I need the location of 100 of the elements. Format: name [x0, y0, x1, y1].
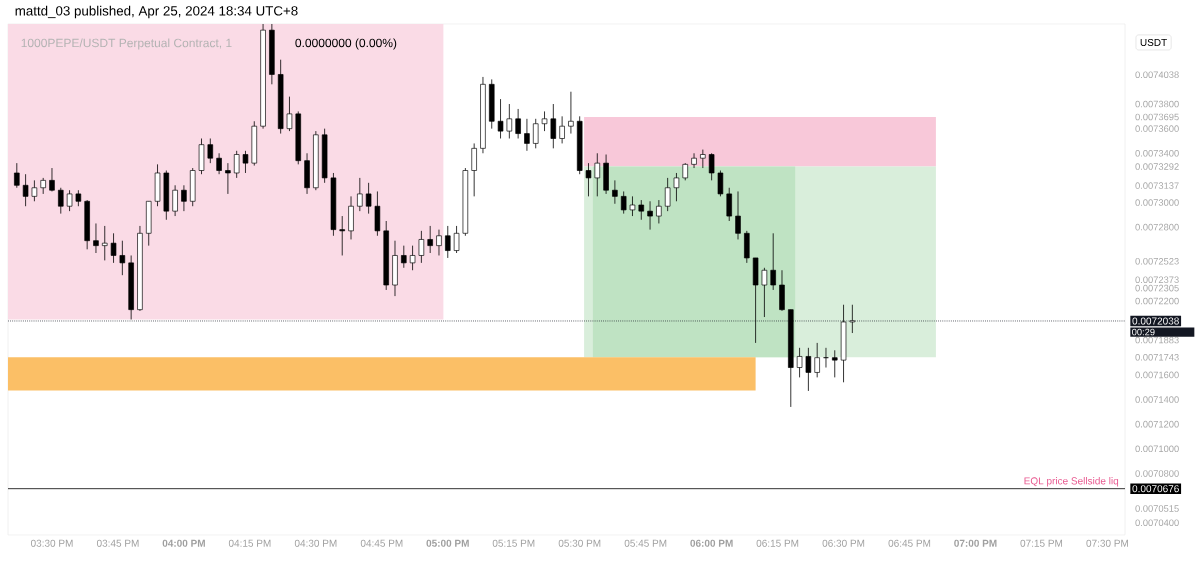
candlestick [506, 103, 513, 139]
x-tick-label: 05:30 PM [558, 539, 601, 547]
candlestick [31, 179, 38, 202]
candlestick [66, 189, 73, 212]
candlestick [110, 232, 117, 264]
y-tick-label: 0.0071400 [1135, 396, 1179, 403]
x-tick-label: 06:00 PM [690, 539, 733, 547]
x-tick-label: 04:00 PM [162, 539, 205, 547]
candlestick [656, 199, 662, 224]
y-tick-label: 0.0073000 [1135, 199, 1179, 206]
y-tick-label: 0.0071600 [1135, 371, 1179, 379]
x-tick-label: 03:30 PM [30, 539, 73, 547]
candlestick [761, 267, 768, 318]
y-tick-label: 0.0071000 [1135, 445, 1179, 453]
candlestick [691, 152, 697, 169]
candlestick [735, 191, 741, 240]
candlestick [172, 184, 178, 217]
y-tick-label: 0.0073400 [1135, 149, 1179, 157]
candlestick [515, 108, 521, 139]
y-tick-label: 0.0073600 [1135, 125, 1179, 132]
candlestick [216, 152, 222, 175]
candlestick [409, 245, 416, 271]
x-tick-label: 06:15 PM [756, 539, 799, 547]
candlestick [726, 187, 732, 222]
candlestick [568, 91, 574, 134]
candlestick [22, 173, 29, 207]
y-tick-label: 0.0072523 [1135, 257, 1179, 265]
x-tick-label: 04:15 PM [228, 539, 271, 547]
candlestick [471, 143, 477, 197]
candlestick [14, 162, 20, 189]
candlestick [594, 152, 601, 197]
candlestick [717, 170, 724, 197]
x-tick-label: 05:45 PM [624, 539, 667, 547]
candlestick [524, 118, 530, 152]
y-axis-title: USDT [1140, 38, 1167, 47]
y-tick-label: 0.0073137 [1135, 182, 1179, 189]
y-tick-label: 0.0070400 [1135, 519, 1179, 526]
x-tick-label: 07:30 PM [1086, 539, 1128, 547]
ref-line-label: 0.0072038 [1132, 317, 1179, 325]
candlestick [242, 150, 249, 174]
annotation: 0.0000000 (0.00%) [295, 38, 397, 50]
text: 00:29 [1132, 328, 1155, 336]
candlestick [445, 225, 451, 259]
x-tick-label: 05:00 PM [426, 539, 469, 547]
candlestick [532, 118, 539, 149]
y-tick-label: 0.0070515 [1135, 505, 1179, 512]
candlestick [339, 215, 345, 256]
candlestick [832, 349, 838, 378]
x-tick-label: 06:45 PM [888, 539, 931, 547]
candlestick [427, 225, 433, 254]
y-tick-label: 0.0072373 [1135, 276, 1179, 284]
y-tick-label: 0.0073695 [1135, 113, 1179, 121]
candlestick [849, 304, 856, 334]
candlestick [796, 347, 803, 378]
candlestick [550, 103, 557, 149]
x-tick-label: 05:15 PM [492, 539, 535, 547]
ref-line-label: 0.0070676 [1132, 485, 1179, 493]
candlestick [453, 225, 460, 254]
x-tick-label: 04:30 PM [294, 539, 337, 547]
x-tick-label: 04:45 PM [360, 539, 403, 547]
candlestick [805, 347, 812, 392]
y-tick-label: 0.0072305 [1135, 284, 1179, 292]
y-tick-label: 0.0071743 [1135, 354, 1179, 361]
candlestick [102, 225, 108, 261]
candlestick [612, 179, 618, 205]
candlestick [418, 230, 425, 264]
candlestick [708, 152, 715, 181]
candlestick [620, 191, 627, 215]
candlestick [541, 111, 548, 132]
candlestick [629, 195, 636, 217]
candlestick [770, 232, 776, 291]
candlestick [119, 240, 126, 276]
candlestick [225, 162, 231, 195]
candlestick [585, 162, 592, 197]
annotation: EQL price Sellside liq [1024, 477, 1119, 487]
candlestick [664, 177, 671, 212]
candlestick [286, 96, 293, 132]
candlestick [814, 342, 820, 378]
candlestick [181, 184, 187, 212]
chart-title: mattd_03 published, Apr 25, 2024 18:34 UTC+8 [15, 5, 298, 19]
x-tick-label: 07:15 PM [1020, 539, 1063, 547]
y-tick-label: 0.0070800 [1135, 470, 1179, 477]
x-tick-label: 03:45 PM [96, 539, 139, 547]
candlestick [357, 177, 363, 212]
candlestick [93, 223, 99, 254]
text: 1000PEPE/USDT Perpetual Contract, 1 [21, 38, 232, 50]
x-tick-label: 07:00 PM [954, 539, 997, 547]
x-tick-label: 06:30 PM [822, 539, 865, 547]
y-tick-label: 0.0073292 [1135, 163, 1179, 170]
candlestick [233, 150, 240, 179]
candlestick [401, 245, 407, 269]
candlestick [365, 182, 372, 215]
y-tick-label: 0.0072200 [1135, 297, 1179, 305]
candlestick [58, 187, 64, 215]
y-tick-label: 0.0074038 [1135, 71, 1179, 79]
candlestick [436, 229, 442, 256]
candlestick [638, 199, 645, 221]
y-tick-label: 0.0073800 [1135, 100, 1179, 108]
candlestick [700, 149, 706, 169]
candlestick [673, 172, 680, 202]
